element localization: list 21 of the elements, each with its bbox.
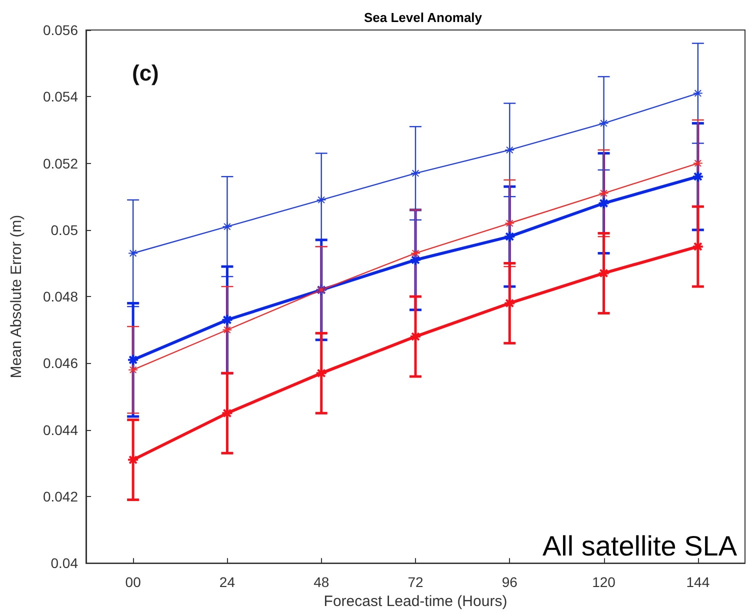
y-tick-label: 0.05	[50, 222, 78, 238]
x-tick-label: 120	[592, 574, 616, 590]
x-tick-label: 48	[314, 574, 330, 590]
y-axis-title: Mean Absolute Error (m)	[8, 214, 25, 378]
x-tick-label: 00	[125, 574, 142, 590]
y-tick-label: 0.046	[42, 355, 78, 372]
x-tick-label: 24	[219, 574, 236, 590]
annotation: (c)	[132, 60, 159, 86]
y-tick-label: 0.048	[42, 288, 78, 305]
y-tick-label: 0.04	[50, 555, 78, 572]
x-tick-label: 72	[408, 574, 424, 590]
y-tick-label: 0.054	[42, 88, 78, 105]
chart-title: Sea Level Anomaly	[364, 10, 483, 25]
x-axis-title: Forecast Lead-time (Hours)	[324, 593, 508, 610]
y-tick-label: 0.056	[42, 22, 78, 38]
y-tick-label: 0.042	[42, 488, 78, 504]
y-tick-label: 0.052	[42, 155, 78, 172]
annotation: All satellite SLA	[542, 530, 738, 562]
x-tick-label: 144	[686, 574, 710, 590]
y-tick-label: 0.044	[42, 422, 78, 438]
x-tick-label: 96	[502, 574, 518, 590]
